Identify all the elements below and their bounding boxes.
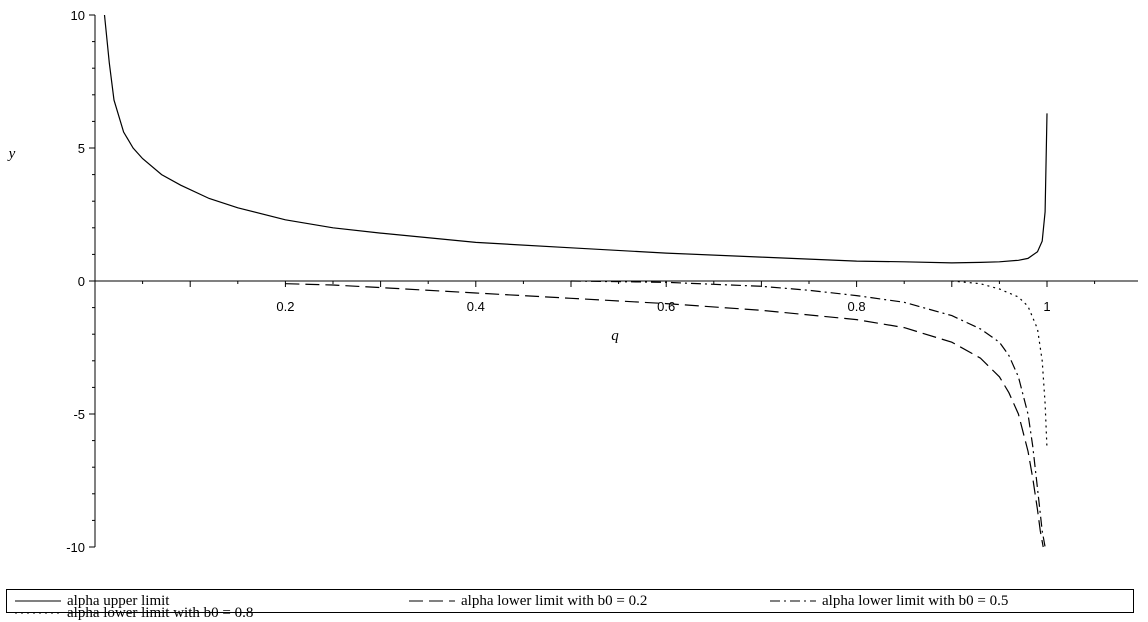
y-tick-label: 0 [78, 274, 85, 289]
y-tick-label: -10 [66, 540, 85, 555]
y-tick-label: 10 [71, 8, 85, 23]
legend-item-series-1: alpha upper limit [15, 592, 170, 609]
y-tick-label: -5 [73, 407, 85, 422]
legend-label: alpha lower limit with b0 = 0.2 [461, 592, 648, 609]
series-line-1 [103, 14, 1048, 264]
legend-swatch-dot [15, 612, 61, 614]
legend-label: alpha lower limit with b0 = 0.8 [67, 604, 254, 621]
legend-item-series-2: alpha lower limit with b0 = 0.2 [409, 592, 648, 609]
legend-item-series-3: alpha lower limit with b0 = 0.5 [770, 592, 1009, 609]
series-line-2 [285, 283, 1044, 548]
legend-swatch-dashdot [770, 600, 816, 602]
series-line-3 [570, 280, 1046, 548]
x-tick-label: 0.4 [467, 299, 485, 314]
series-layer [103, 14, 1048, 548]
x-tick-label: 0.6 [657, 299, 675, 314]
chart-legend: alpha upper limit alpha lower limit with… [6, 589, 1134, 621]
legend-label: alpha lower limit with b0 = 0.5 [822, 592, 1009, 609]
x-axis-label: q [611, 328, 619, 344]
x-tick-label: 0.8 [848, 299, 866, 314]
chart-plot: -10 -5 0 5 10 0.2 0.4 0.6 0.8 1 q y [7, 8, 1138, 555]
axes [94, 15, 1138, 547]
x-tick-label: 0.2 [276, 299, 294, 314]
y-axis-label: y [7, 146, 16, 162]
legend-item-series-4: alpha lower limit with b0 = 0.8 [15, 604, 254, 621]
y-tick-label: 5 [78, 141, 85, 156]
legend-swatch-dash [409, 600, 455, 602]
x-tick-label: 1 [1043, 299, 1050, 314]
ticks: -10 -5 0 5 10 0.2 0.4 0.6 0.8 1 [66, 8, 1096, 555]
legend-label: alpha upper limit [67, 592, 170, 609]
legend-swatch-solid [15, 600, 61, 602]
series-line-4 [951, 280, 1048, 449]
